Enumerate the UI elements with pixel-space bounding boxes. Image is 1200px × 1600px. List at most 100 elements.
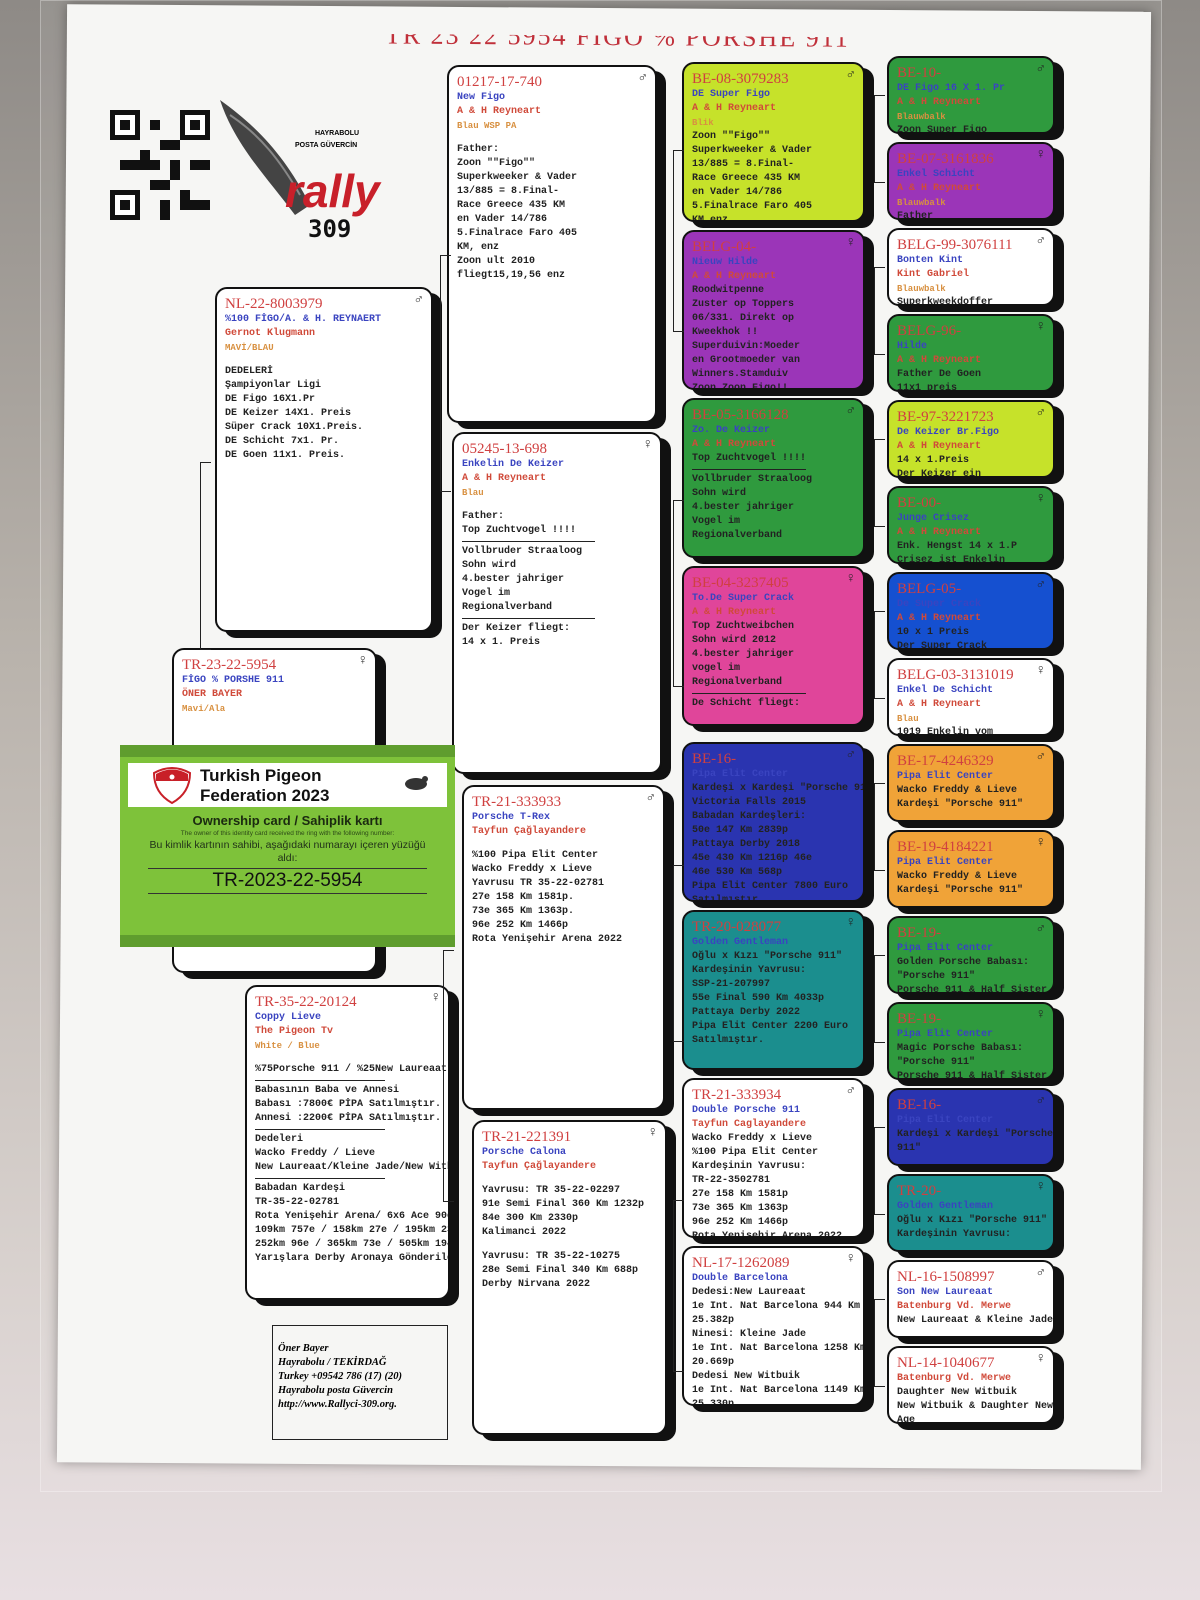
tree-connector — [673, 150, 684, 332]
pigeon-name: Hilde — [897, 341, 928, 352]
ring-number: BE-19- — [897, 925, 942, 941]
pigeon-name: DE Super Figo — [692, 89, 771, 100]
pedigree-note: 13/885 = 8.Final- — [457, 186, 560, 197]
pigeon-card: NL-16-1508997 ♂ Son New Laureaat Batenburg … — [887, 1260, 1055, 1338]
tree-connector — [443, 950, 454, 1202]
pedigree-note: Golden Porsche Babası: — [897, 957, 1030, 968]
pigeon-name: Porsche T-Rex — [472, 812, 551, 823]
pedigree-note: New Laureaat/Kleine Jade/New Witbuik — [255, 1162, 450, 1173]
tree-connector — [874, 95, 885, 183]
ring-number: NL-17-1262089 — [692, 1255, 790, 1271]
pedigree-note: Şampiyonlar Ligi — [225, 380, 322, 391]
card-text-en: The owner of this identity card received… — [180, 830, 395, 837]
female-symbol-icon: ♀ — [1036, 835, 1045, 851]
ring-number: TR-21-333934 — [692, 1087, 782, 1103]
ring-number: BE-10- — [897, 65, 942, 81]
svg-text:rally: rally — [285, 165, 382, 217]
tree-connector — [874, 611, 885, 699]
pedigree-note: Father: — [462, 511, 505, 522]
pedigree-note: Oğlu x Kızı "Porsche 911" — [692, 951, 843, 962]
spacer — [472, 839, 655, 849]
pigeon-name: Son New Laureaat — [897, 1287, 994, 1298]
female-symbol-icon: ♀ — [846, 571, 855, 587]
pedigree-note: Zoon Zoon Figo!! — [692, 383, 789, 390]
contact-name: Öner Bayer — [278, 1343, 329, 1354]
ring-number: TR-20- — [897, 1183, 942, 1199]
pigeon-card: BELG-05- ♂ De Super Crack A & H Reyneart 10 … — [887, 572, 1055, 650]
pedigree-note: Ninesi: Kleine Jade — [692, 1329, 807, 1340]
plumage-color: MAVİ/BLAU — [225, 343, 274, 353]
pedigree-note: 4.bester jahriger — [692, 649, 795, 660]
plumage-color: Blauwbalk — [897, 112, 946, 122]
female-symbol-icon: ♀ — [643, 437, 652, 453]
pedigree-note: DE Figo 16X1.Pr — [225, 394, 316, 405]
male-symbol-icon: ♂ — [846, 1083, 855, 1099]
breeder-name: A & H Reyneart — [692, 103, 777, 114]
card-subtitle: Ownership card / Sahiplik kartı — [192, 813, 383, 828]
breeder-contact-box: Öner Bayer Hayrabolu / TEKİRDAĞ Turkey +… — [272, 1325, 448, 1440]
breeder-name: A & H Reyneart — [692, 271, 777, 282]
pedigree-note: Vogel im — [692, 516, 741, 527]
pigeon-card: NL-17-1262089 ♀ Double Barcelona Dedesi:New… — [682, 1246, 865, 1406]
ring-number: TR-35-22-20124 — [255, 994, 357, 1010]
contact-phone: Turkey +09542 786 (17) (20) — [278, 1371, 402, 1382]
pigeon-card: BE-16- ♂ Pipa Elit Center Kardeşi x Kardeşi… — [887, 1088, 1055, 1166]
pigeon-name: De Super Crack — [897, 599, 982, 610]
tree-connector — [673, 1200, 684, 1372]
pedigree-note: New Witbuik & Daughter New — [897, 1401, 1054, 1412]
divider — [692, 469, 807, 470]
spacer — [255, 1053, 440, 1063]
ring-number: NL-14-1040677 — [897, 1355, 995, 1371]
spacer — [482, 1240, 657, 1250]
ring-number: TR-21-221391 — [482, 1129, 572, 1145]
pedigree-note: 10 x 1 Preis — [897, 627, 970, 638]
pedigree-note: Regionalverband — [692, 677, 783, 688]
female-symbol-icon: ♀ — [1036, 319, 1045, 335]
breeder-name: Tayfun Çağlayandere — [482, 1161, 597, 1172]
pigeon-card: BE-97-3221723 ♂ De Keizer Br.Figo A & H Rey… — [887, 400, 1055, 478]
pigeon-card: BE-04-3237405 ♀ To.De Super Crack A & H Rey… — [682, 566, 865, 726]
male-symbol-icon: ♂ — [846, 747, 855, 763]
pedigree-note: Oğlu x Kızı "Porsche 911" — [897, 1215, 1048, 1226]
pedigree-note: Victoria Falls 2015 — [692, 797, 807, 808]
pigeon-card: TR-21-333933 ♂ Porsche T-Rex Tayfun Çağlaya… — [462, 785, 665, 1110]
pedigree-note: Vollbruder Straaloog — [692, 474, 813, 485]
breeder-name: Batenburg Vd. Merwe — [897, 1373, 1012, 1384]
pedigree-note: 25.330p — [692, 1399, 735, 1406]
pedigree-note: DE Schicht 7x1. Pr. — [225, 436, 340, 447]
breeder-name: A & H Reyneart — [692, 439, 777, 450]
pigeon-name: Nieuw Hilde — [692, 257, 759, 268]
plumage-color: Mavi/Ala — [182, 704, 226, 714]
male-symbol-icon: ♂ — [1036, 577, 1045, 593]
pedigree-note: Zoon Super Figo — [897, 125, 988, 134]
card-text-tr: Bu kimlik kartının sahibi, aşağıdaki num… — [149, 839, 426, 864]
female-symbol-icon: ♀ — [1036, 1179, 1045, 1195]
pedigree-note: Wacko Freddy & Lieve — [897, 785, 1018, 796]
pedigree-note: DE Keizer 14X1. Preis — [225, 408, 352, 419]
pigeon-card: TR-20- ♀ Golden Gentleman Oğlu x Kızı "Pors… — [887, 1174, 1055, 1252]
pedigree-note: en Grootmoeder van — [692, 355, 801, 366]
breeder-name: A & H Reyneart — [897, 355, 982, 366]
pigeon-card: TR-21-333934 ♂ Double Porsche 911 Tayfun Ca… — [682, 1078, 865, 1238]
ring-number: BE-05-3166128 — [692, 407, 789, 423]
pedigree-note: Father De Goen — [897, 369, 982, 380]
breeder-name: Tayfun Caglayandere — [692, 1119, 807, 1130]
pedigree-note: De Schicht fliegt: — [692, 698, 801, 709]
male-symbol-icon: ♂ — [646, 790, 655, 806]
pedigree-note: 91e Semi Final 360 Km 1232p — [482, 1199, 645, 1210]
pedigree-note: Rota Yenişehir Arena 2022 — [692, 1231, 843, 1238]
tree-connector — [874, 1299, 885, 1387]
pedigree-note: Annesi :2200€ PİPA SAtılmıştır. — [255, 1113, 442, 1124]
pedigree-note: 109km 757e / 158km 27e / 195km 238e — [255, 1225, 450, 1236]
divider — [255, 1129, 385, 1130]
male-symbol-icon: ♂ — [1036, 921, 1045, 937]
pigeon-icon — [405, 776, 428, 790]
divider — [692, 693, 807, 694]
tree-connector — [874, 1127, 885, 1215]
pedigree-note: TR-22-3502781 — [692, 1175, 771, 1186]
pedigree-note: 55e Final 590 Km 4033p — [692, 993, 825, 1004]
plumage-color: Blau — [462, 488, 484, 498]
plumage-color: Blau — [897, 714, 919, 724]
pedigree-note: Dedesi New Witbuik — [692, 1371, 801, 1382]
contact-website[interactable]: http://www.Rallyci-309.org. — [278, 1399, 397, 1410]
